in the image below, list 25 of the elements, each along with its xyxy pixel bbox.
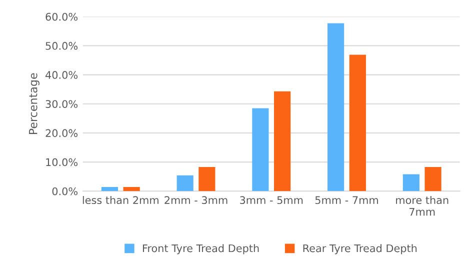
bar [252, 108, 269, 192]
bar [198, 166, 216, 192]
bar [402, 174, 420, 192]
bar [176, 175, 194, 192]
y-tick-label: 0.0% [52, 187, 78, 196]
x-tick-label: 5mm - 7mm [315, 196, 378, 204]
legend-label: Rear Tyre Tread Depth [303, 244, 417, 254]
y-tick-label: 60.0% [46, 12, 78, 21]
y-tick-label: 10.0% [46, 158, 78, 166]
y-tick-label: 40.0% [46, 71, 78, 79]
bar [349, 54, 366, 192]
y-axis-title: Percentage [29, 73, 40, 134]
bar [424, 166, 442, 192]
bar [123, 187, 140, 192]
y-tick-label: 50.0% [46, 42, 78, 50]
x-tick-label: 2mm - 3mm [164, 196, 228, 204]
x-tick-label: 3mm - 5mm [240, 196, 303, 204]
legend-label: Front Tyre Tread Depth [142, 244, 259, 254]
bar [274, 91, 291, 192]
x-tick-label: less than 2mm [82, 196, 158, 204]
bar [101, 187, 118, 192]
y-tick-label: 20.0% [46, 129, 78, 138]
x-tick-label: more than 7mm [396, 196, 448, 216]
y-tick-label: 30.0% [46, 100, 78, 108]
bar [328, 23, 344, 192]
